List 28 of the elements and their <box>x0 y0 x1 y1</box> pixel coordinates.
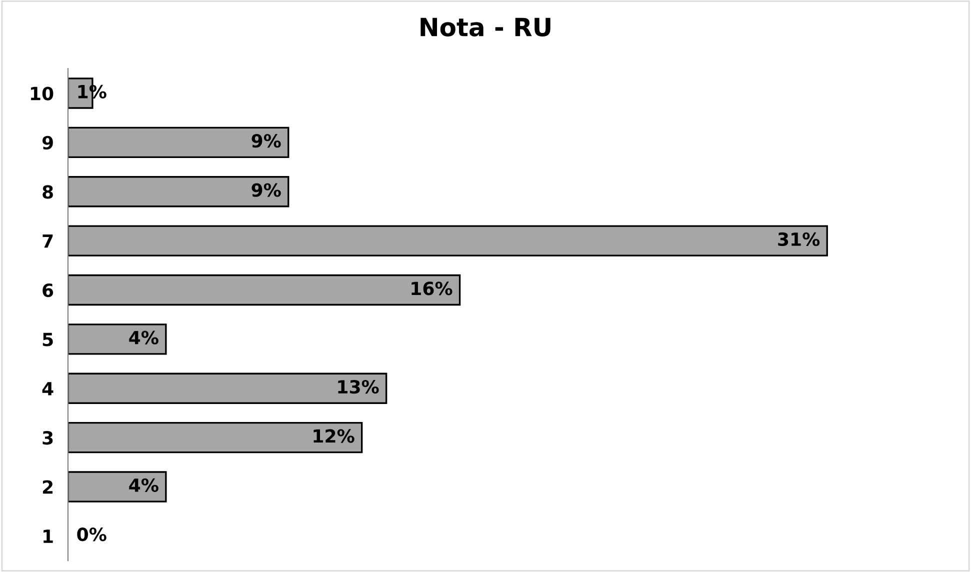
bar <box>68 176 290 208</box>
bar <box>68 471 167 502</box>
bar <box>68 324 167 355</box>
y-tick-label: 1 <box>44 530 53 543</box>
bar <box>68 372 388 404</box>
data-label: 4% <box>129 330 158 344</box>
chart-title: Nota - RU <box>420 18 550 37</box>
y-tick-label: 4 <box>42 382 54 396</box>
y-tick-label: 5 <box>42 332 53 346</box>
y-tick-label: 8 <box>42 185 53 199</box>
bar <box>68 422 363 454</box>
data-label: 16% <box>412 282 452 296</box>
data-label: 0% <box>77 528 106 542</box>
y-tick-label: 7 <box>42 234 53 248</box>
data-label: 9% <box>252 183 281 197</box>
y-tick-label: 10 <box>30 86 54 100</box>
bar <box>68 274 461 306</box>
y-tick-label: 2 <box>42 480 53 494</box>
data-label: 12% <box>314 429 354 443</box>
y-tick-label: 3 <box>42 431 53 445</box>
data-label: 13% <box>338 380 379 394</box>
y-tick-label: 9 <box>42 136 53 150</box>
y-tick-label: 6 <box>42 283 54 298</box>
data-label: 9% <box>252 134 281 148</box>
bar <box>68 225 828 256</box>
bar <box>68 126 290 158</box>
data-label: 31% <box>778 232 820 246</box>
data-label: 4% <box>129 478 158 492</box>
